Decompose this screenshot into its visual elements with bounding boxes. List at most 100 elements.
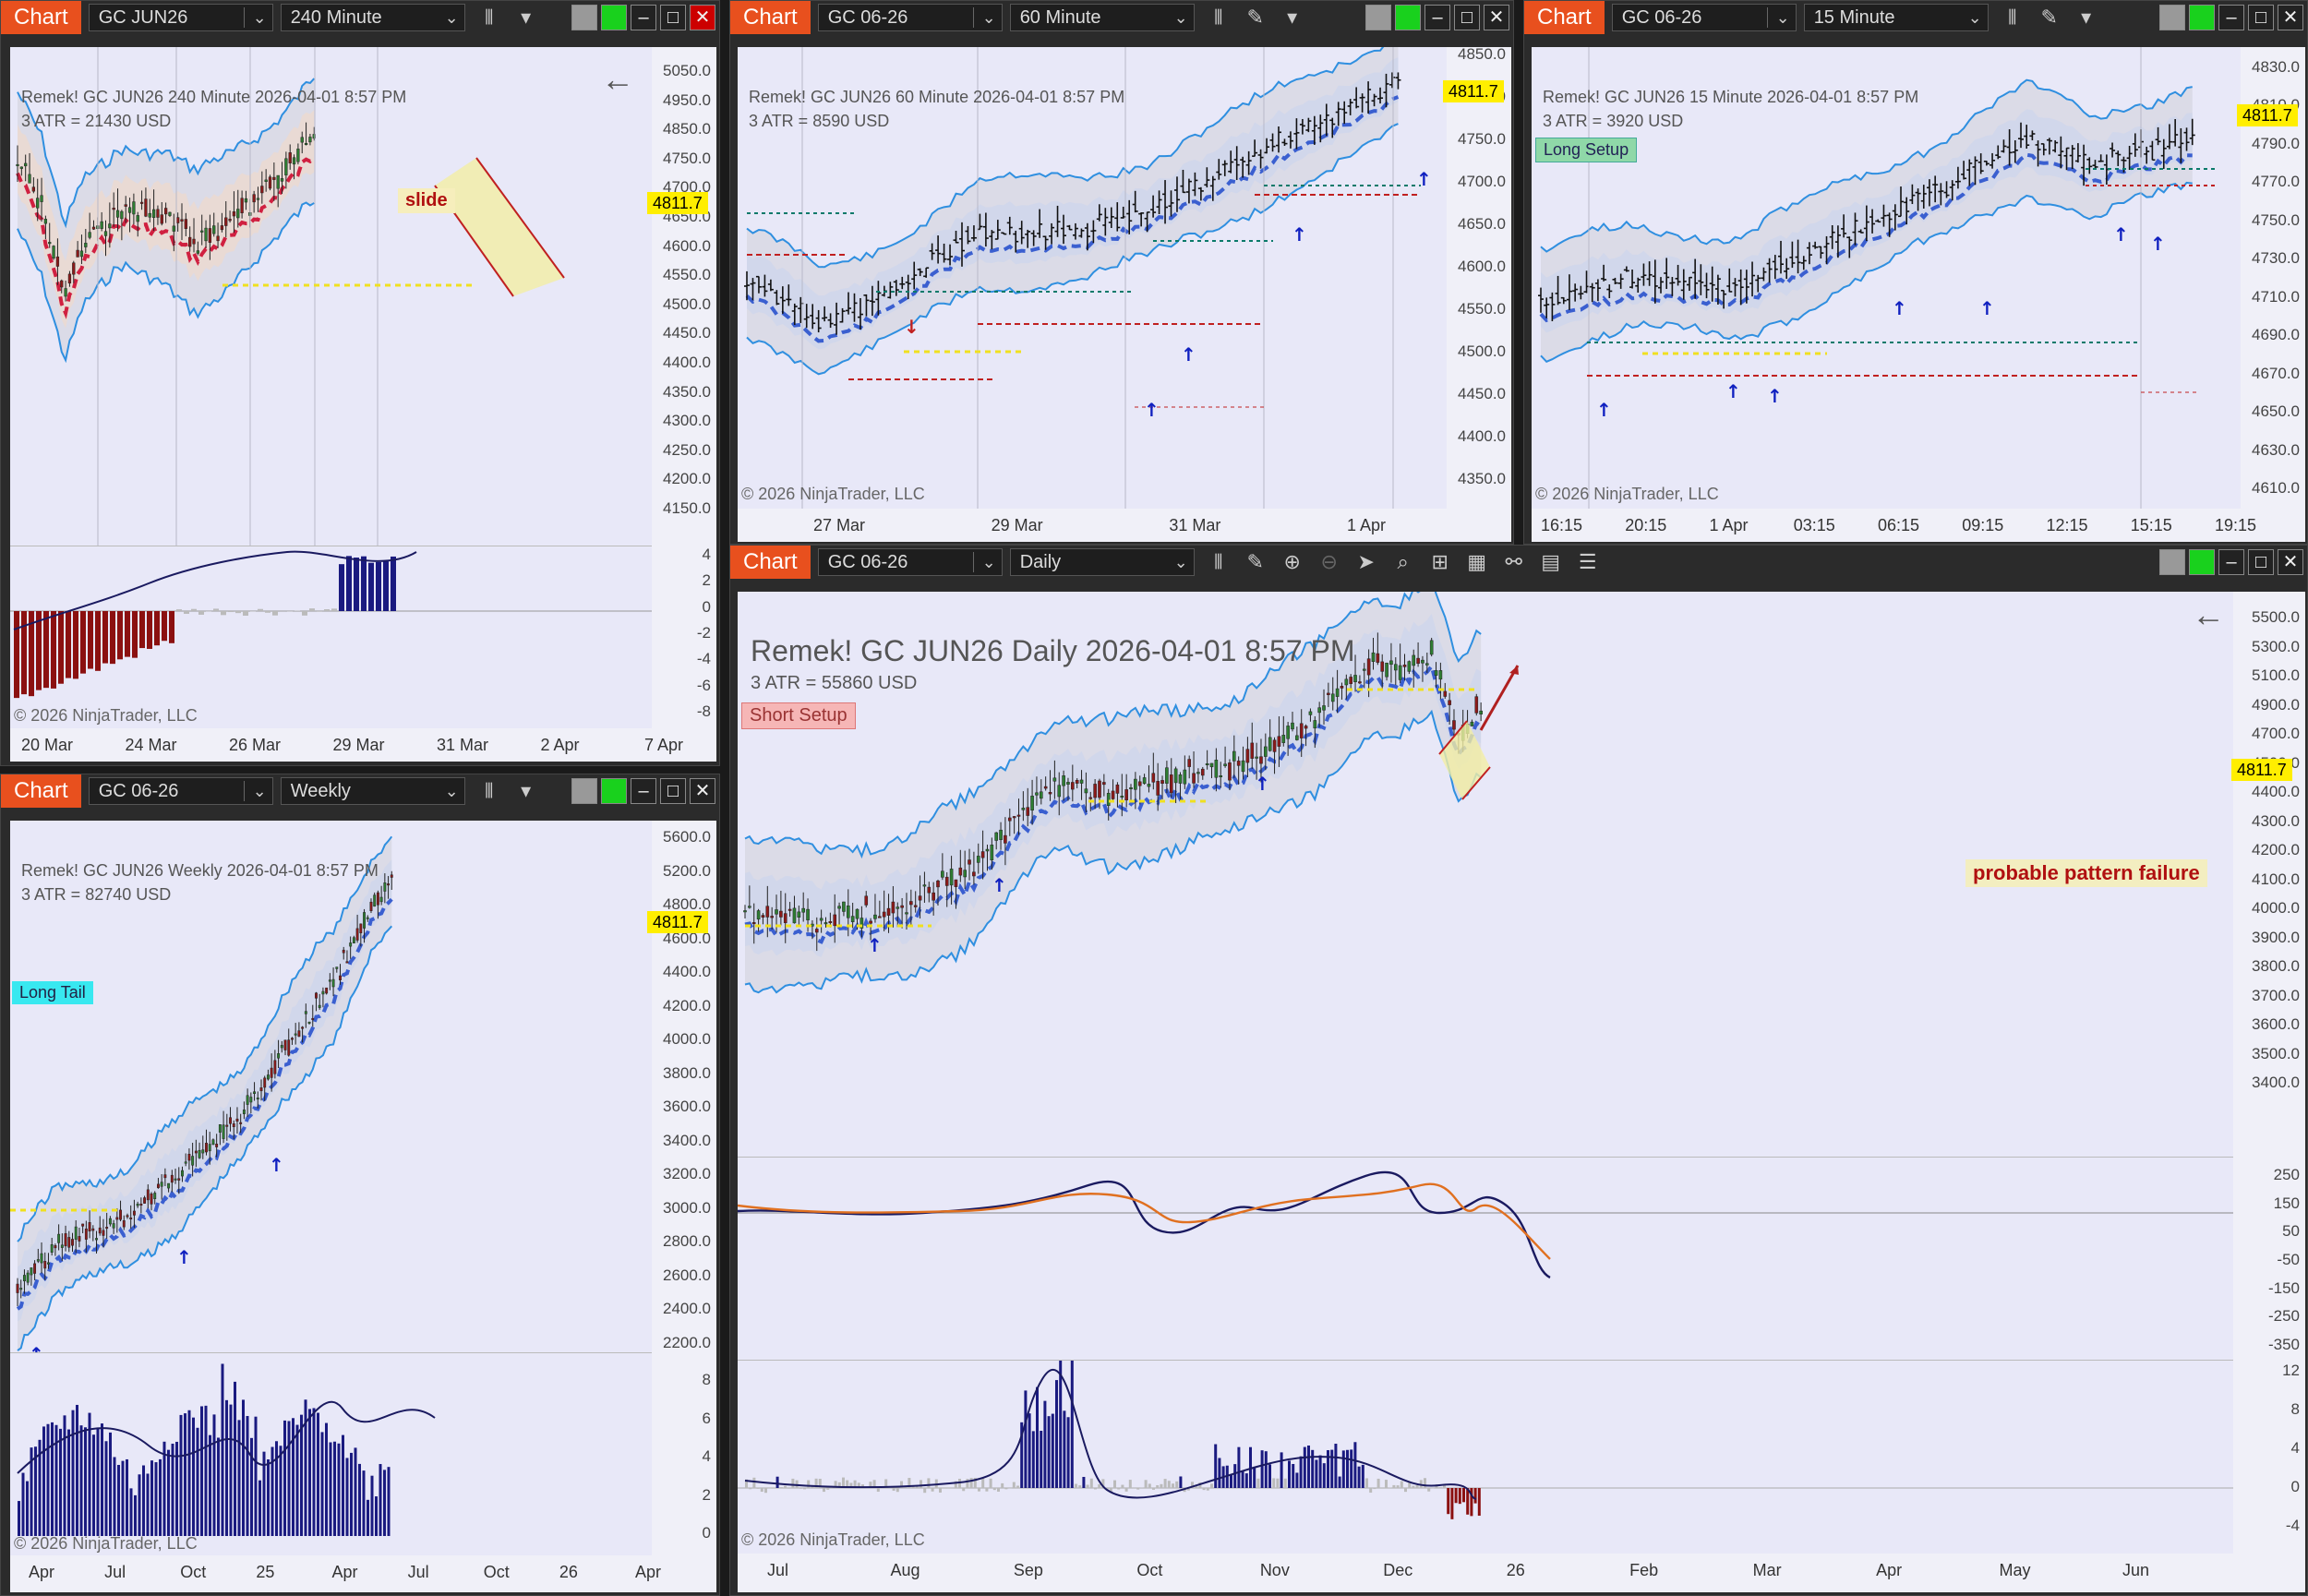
chart-tab[interactable]: Chart xyxy=(1,774,81,808)
bar-style-icon[interactable]: ⫴ xyxy=(485,6,494,29)
y-tick-label: 4750.0 xyxy=(663,149,711,167)
candle-body xyxy=(859,918,864,929)
chart-tab[interactable]: Chart xyxy=(1524,1,1605,34)
price-panel[interactable]: ↑ ↑ ↑ Remek! GC JUN26 Daily 2026-04-01 8:5… xyxy=(738,592,2233,1157)
link-status-button[interactable] xyxy=(1395,5,1421,30)
volume-bar xyxy=(375,1496,378,1536)
candle-body xyxy=(222,1124,225,1139)
volume-bar xyxy=(329,1442,332,1536)
interval-selector[interactable]: 240 Minute ⌄ xyxy=(280,4,465,31)
minimize-button[interactable]: – xyxy=(631,5,656,30)
close-button[interactable]: ✕ xyxy=(690,5,715,30)
momentum-bar xyxy=(973,1477,977,1488)
back-arrow-icon[interactable]: ← xyxy=(2192,595,2225,633)
candle-body xyxy=(814,929,819,933)
histogram-panel[interactable]: © 2026 NinjaTrader, LLC xyxy=(738,1360,2233,1554)
price-panel[interactable]: Remek! GC JUN26 240 Minute 2026-04-01 8:… xyxy=(10,47,652,546)
pointer-icon[interactable]: ➤ xyxy=(1357,550,1375,573)
bar-style-icon[interactable]: ⫴ xyxy=(485,779,494,802)
chart-tab[interactable]: Chart xyxy=(730,546,811,579)
price-panel[interactable]: ↑ ↑ ↑ Remek! GC JUN26 Weekly 2026-04-01 8:… xyxy=(10,821,652,1352)
link-color-button[interactable] xyxy=(2159,549,2185,575)
dropdown-arrow-icon[interactable]: ▾ xyxy=(521,779,532,802)
candle-body xyxy=(855,908,859,919)
dropdown-arrow-icon[interactable]: ▾ xyxy=(2081,6,2092,29)
zoom-out-icon[interactable]: ⊖ xyxy=(1320,550,1338,573)
close-button[interactable]: ✕ xyxy=(1484,5,1509,30)
instrument-selector[interactable]: GC 06-26 ⌄ xyxy=(817,548,1003,576)
instrument-selector[interactable]: GC JUN26 ⌄ xyxy=(88,4,273,31)
properties-icon[interactable]: ⊞ xyxy=(1431,550,1449,573)
strategies-icon[interactable]: ⚯ xyxy=(1505,550,1522,573)
chart-tab[interactable]: Chart xyxy=(1,1,81,34)
y-tick-label: 3800.0 xyxy=(663,1063,711,1082)
drawing-tool-icon[interactable]: ✎ xyxy=(2040,6,2058,29)
link-color-button[interactable] xyxy=(571,5,597,30)
link-status-button[interactable] xyxy=(2189,549,2215,575)
instrument-selector[interactable]: GC 06-26 ⌄ xyxy=(1611,4,1797,31)
indicators-icon[interactable]: ▦ xyxy=(1467,550,1487,573)
interval-selector[interactable]: Weekly ⌄ xyxy=(280,777,465,805)
link-color-button[interactable] xyxy=(2159,5,2185,30)
instrument-selector[interactable]: GC 06-26 ⌄ xyxy=(88,777,273,805)
interval-selector[interactable]: Daily ⌄ xyxy=(1009,548,1195,576)
minimize-button[interactable]: – xyxy=(2218,5,2244,30)
interval-selector[interactable]: 60 Minute ⌄ xyxy=(1009,4,1195,31)
zoom-in-icon[interactable]: ⊕ xyxy=(1283,550,1301,573)
maximize-button[interactable]: □ xyxy=(2248,5,2274,30)
list-icon[interactable]: ☰ xyxy=(1578,550,1597,573)
drawing-tool-icon[interactable]: ✎ xyxy=(1246,550,1264,573)
link-color-button[interactable] xyxy=(1365,5,1391,30)
minimize-button[interactable]: – xyxy=(2218,549,2244,575)
candle-body xyxy=(1407,661,1412,672)
bar-style-icon[interactable]: ⫴ xyxy=(1214,550,1223,573)
bar-style-icon[interactable]: ⫴ xyxy=(1214,6,1223,29)
dropdown-arrow-icon[interactable]: ▾ xyxy=(1287,6,1298,29)
instrument-selector[interactable]: GC 06-26 ⌄ xyxy=(817,4,1003,31)
lower-band-line xyxy=(17,201,315,364)
momentum-bar xyxy=(1028,1413,1031,1488)
minimize-button[interactable]: – xyxy=(631,778,656,804)
oscillator-panel[interactable]: © 2026 NinjaTrader, LLC xyxy=(10,546,652,728)
price-panel[interactable]: ↑ ↑ ↑ ↑ ↑ ↑ ↑ Remek! GC JUN26 15 Minute 2026-0… xyxy=(1532,47,2241,509)
maximize-button[interactable]: □ xyxy=(660,778,686,804)
close-button[interactable]: ✕ xyxy=(2278,549,2303,575)
y-tick-label: 4400.0 xyxy=(1458,427,1506,445)
close-button[interactable]: ✕ xyxy=(690,778,715,804)
slide-channel xyxy=(435,158,564,296)
chart-tab[interactable]: Chart xyxy=(730,1,811,34)
drawing-tool-icon[interactable]: ✎ xyxy=(1246,6,1264,29)
candle-body xyxy=(1066,782,1070,785)
histogram-axis: 8 6 4 2 0 xyxy=(652,1352,716,1555)
momentum-bar xyxy=(1392,1484,1396,1488)
maximize-button[interactable]: □ xyxy=(660,5,686,30)
close-button[interactable]: ✕ xyxy=(2278,5,2303,30)
minimize-button[interactable]: – xyxy=(1424,5,1450,30)
candle-body xyxy=(1093,784,1097,798)
data-box-icon[interactable]: ⌕ xyxy=(1397,550,1409,573)
maximize-button[interactable]: □ xyxy=(2248,549,2274,575)
link-status-button[interactable] xyxy=(2189,5,2215,30)
candle-body xyxy=(1438,670,1443,680)
atr-label: 3 ATR = 8590 USD xyxy=(749,112,890,130)
link-status-button[interactable] xyxy=(601,778,627,804)
toolbar: Chart GC 06-26 ⌄ 15 Minute ⌄ ⫴ ✎ ▾ – □ ✕ xyxy=(1524,1,2307,34)
candle-body xyxy=(81,1223,85,1227)
x-tick-label: 7 Apr xyxy=(644,736,684,754)
price-panel[interactable]: ↑ ↑ ↑ ↑ ↓ Remek! GC JUN26 60 Minute 2026-04-… xyxy=(738,47,1447,509)
upper-band-line xyxy=(746,47,1385,269)
back-arrow-icon[interactable]: ← xyxy=(601,60,634,98)
histogram-panel[interactable]: © 2026 NinjaTrader, LLC xyxy=(10,1352,652,1555)
templates-icon[interactable]: ▤ xyxy=(1541,550,1561,573)
dropdown-arrow-icon[interactable]: ▾ xyxy=(521,6,532,29)
maximize-button[interactable]: □ xyxy=(1454,5,1480,30)
interval-selector[interactable]: 15 Minute ⌄ xyxy=(1803,4,1989,31)
bar-style-icon[interactable]: ⫴ xyxy=(2008,6,2017,29)
oscillator-panel[interactable] xyxy=(738,1157,2233,1360)
momentum-bar xyxy=(1059,1361,1063,1488)
volume-bar xyxy=(204,1405,208,1536)
link-color-button[interactable] xyxy=(571,778,597,804)
channel-line xyxy=(1461,766,1491,800)
chevron-down-icon: ⌄ xyxy=(1173,8,1188,27)
link-status-button[interactable] xyxy=(601,5,627,30)
